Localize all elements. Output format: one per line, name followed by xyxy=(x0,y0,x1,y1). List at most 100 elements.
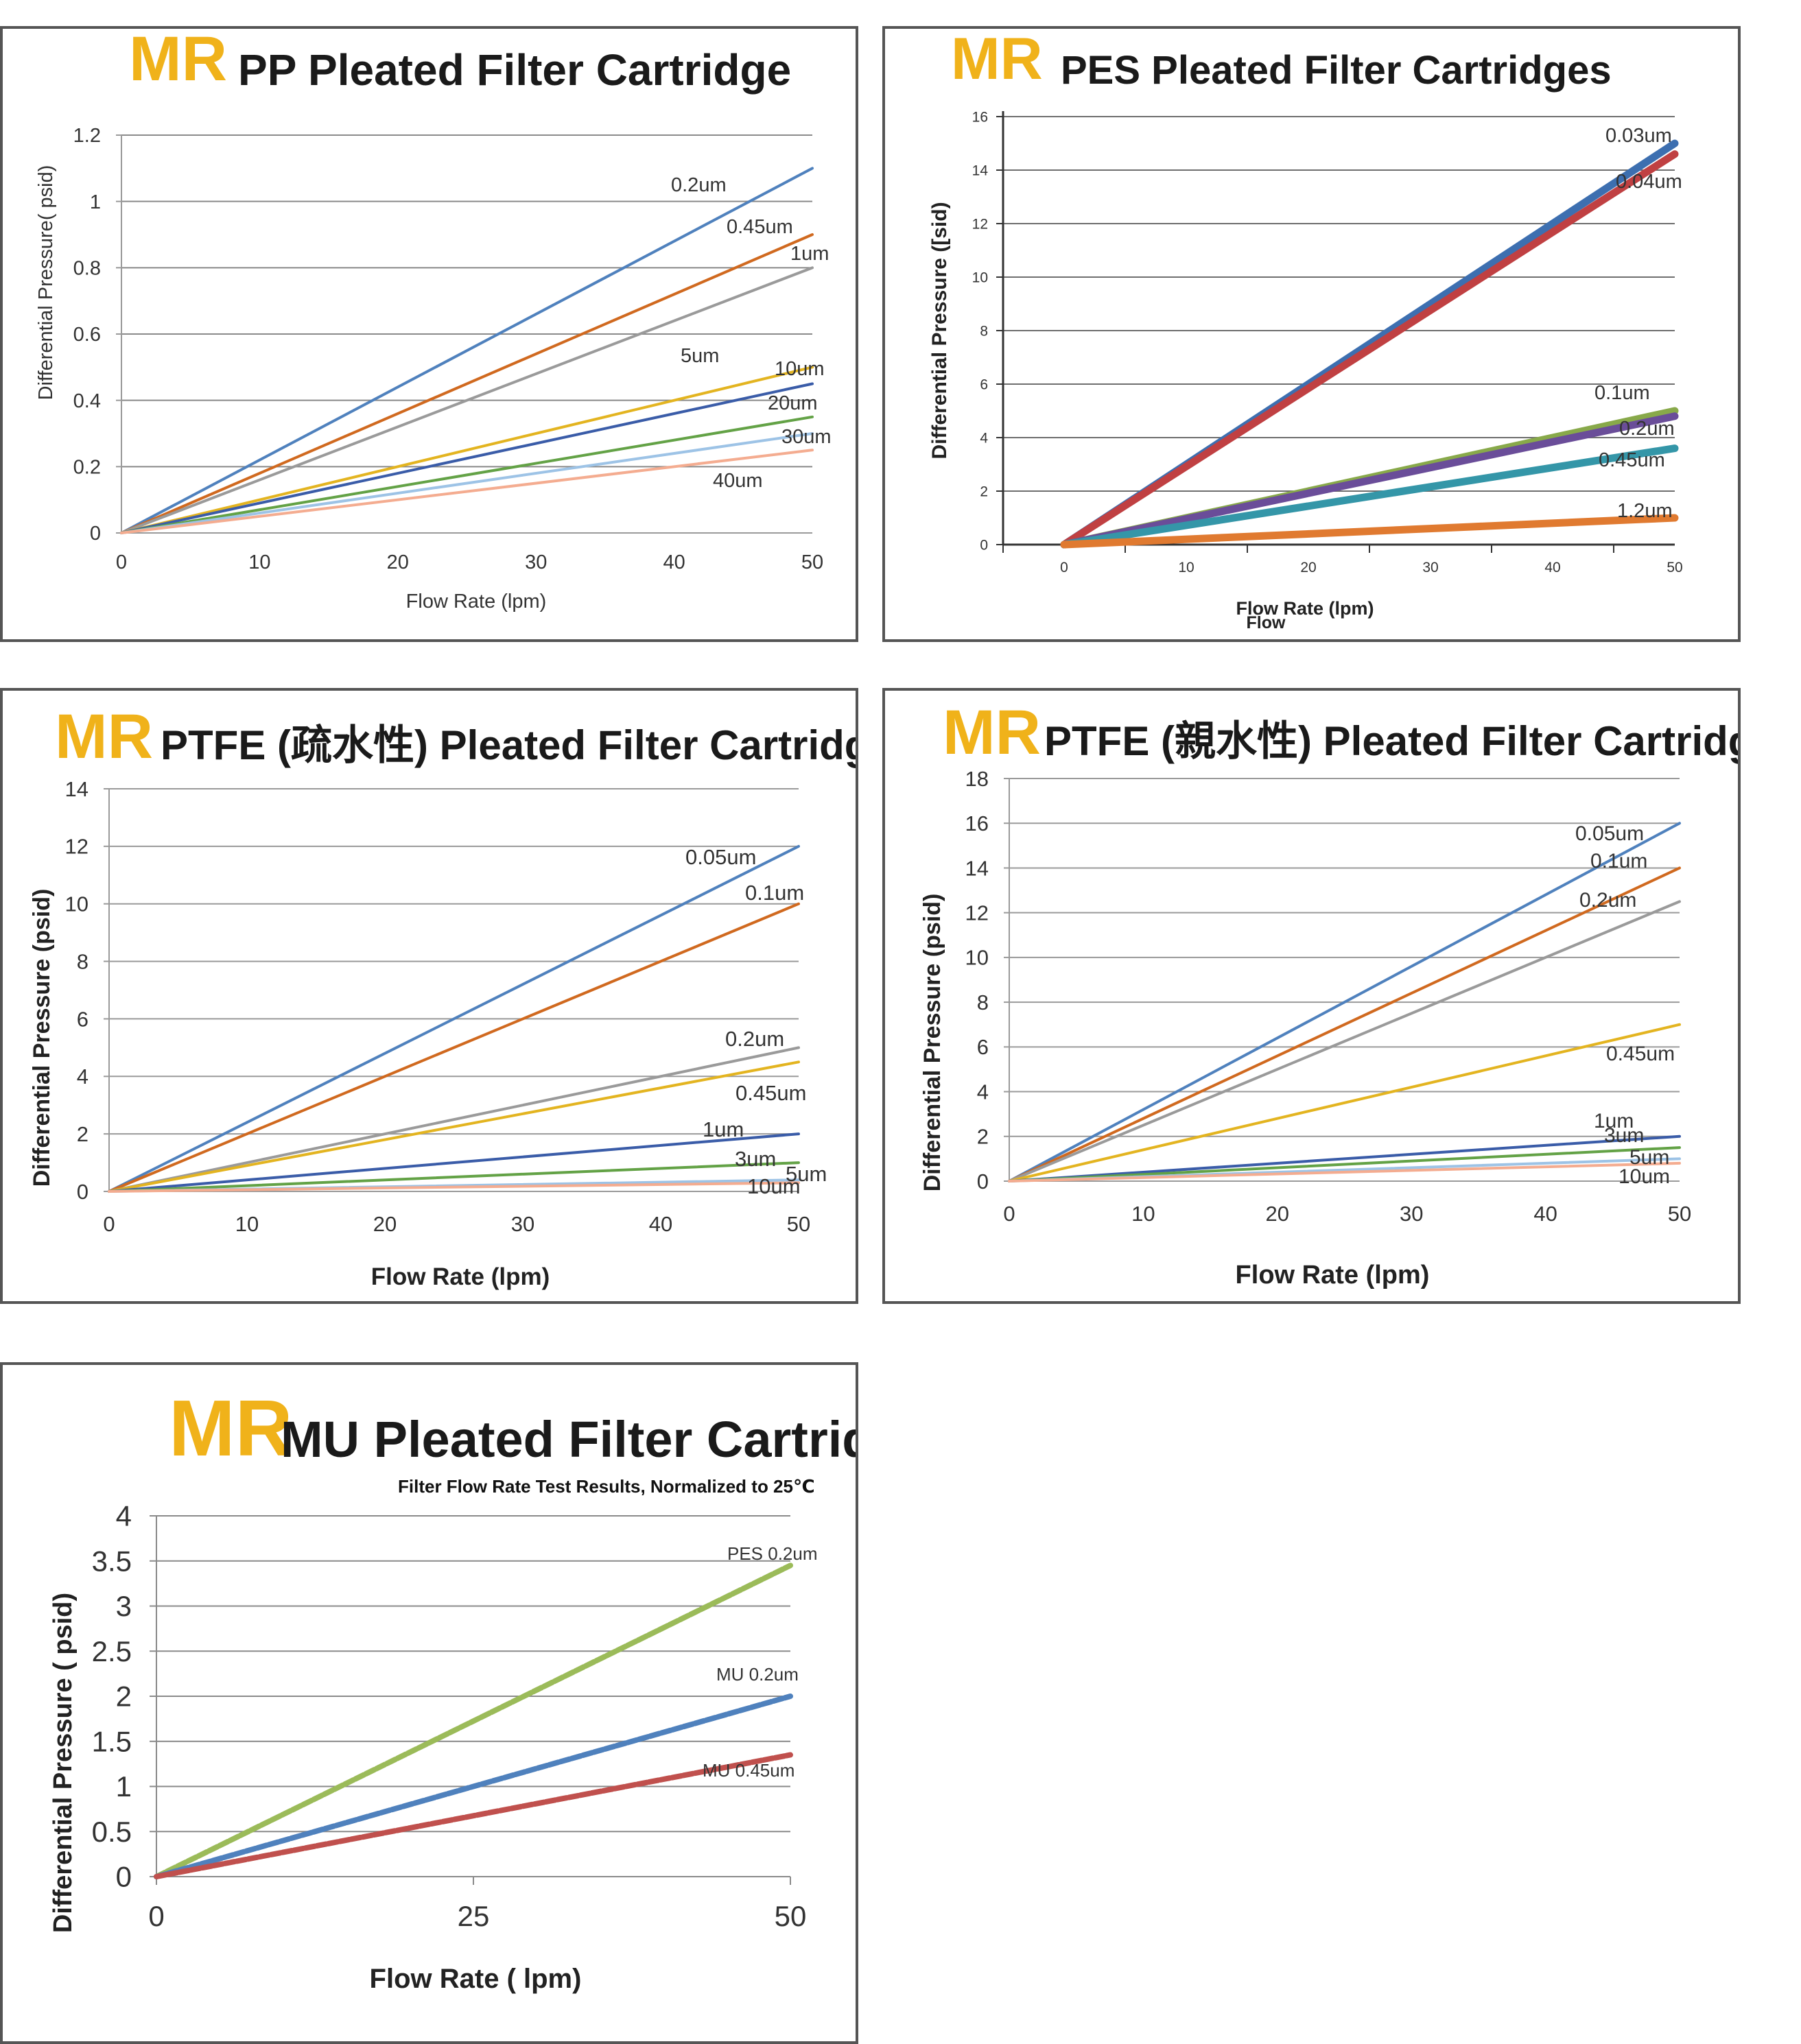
y-tick-label: 16 xyxy=(972,109,988,125)
series-label: 0.45um xyxy=(727,216,793,238)
chart-pp: MR PP Pleated Filter Cartridge 0 0.2 0.4 0.… xyxy=(35,29,832,613)
x-tick-label: 20 xyxy=(1300,560,1316,575)
y-tick-label: 0 xyxy=(90,523,101,545)
axes xyxy=(1004,778,1680,1182)
y-tick-label: 6 xyxy=(980,377,988,392)
series-line-5um xyxy=(120,366,814,534)
series-label: 0.2um xyxy=(1579,889,1636,912)
gridlines xyxy=(1003,116,1675,545)
series-label: 0.45um xyxy=(735,1081,806,1105)
x-tick-label: 40 xyxy=(649,1212,672,1236)
x-tick-label: 10 xyxy=(1131,1202,1155,1226)
series-line-1um xyxy=(120,266,814,534)
brand-logo: MR xyxy=(951,29,1043,92)
y-tick-labels: 0 2 4 6 8 10 12 14 xyxy=(65,777,89,1204)
gridlines xyxy=(109,788,799,1135)
series-label: 1.2um xyxy=(1617,500,1673,522)
series-line-10um xyxy=(120,382,814,534)
x-tick-labels: 0 10 20 30 40 50 xyxy=(1060,560,1683,575)
x-tick-label: 10 xyxy=(235,1212,259,1236)
x-axis-label-overlap: Flow xyxy=(1247,613,1286,632)
y-tick-label: 14 xyxy=(972,163,989,178)
y-tick-label: 3.5 xyxy=(92,1545,132,1577)
series-line-0.2um xyxy=(1060,412,1679,549)
series-label: 0.04um xyxy=(1616,171,1682,193)
gridlines xyxy=(156,1515,790,1833)
x-tick-label: 40 xyxy=(1544,560,1560,575)
series-label: 5um xyxy=(1629,1146,1669,1169)
chart-panel-ptfe-hydrophobic: MR PTFE (疏水性) Pleated Filter Cartridge 0… xyxy=(0,688,858,1304)
x-tick-label: 0 xyxy=(1003,1202,1015,1226)
series-label: 3um xyxy=(1604,1124,1644,1147)
series-label: 30um xyxy=(781,426,832,448)
series-line-3um xyxy=(108,1161,800,1193)
y-tick-label: 2.5 xyxy=(92,1635,132,1667)
series-lines xyxy=(1060,139,1679,549)
chart-mu: MR MU Pleated Filter Cartridge Filter Fl… xyxy=(49,1383,856,1994)
y-tick-label: 2 xyxy=(77,1122,89,1146)
series-line-1um xyxy=(108,1132,800,1193)
series-lines xyxy=(1008,822,1681,1183)
axes xyxy=(116,134,812,534)
y-tick-label: 6 xyxy=(77,1007,89,1031)
y-tick-label: 16 xyxy=(965,811,989,835)
y-tick-label: 0 xyxy=(116,1861,132,1893)
y-tick-label: 0 xyxy=(977,1169,989,1193)
y-tick-labels: 0 2 4 6 8 10 12 14 16 xyxy=(972,109,989,553)
series-line-0.2um xyxy=(108,1046,800,1193)
y-tick-label: 8 xyxy=(977,990,989,1014)
y-tick-label: 12 xyxy=(65,835,89,859)
x-axis-label: Flow Rate (lpm) xyxy=(1236,598,1374,619)
series-label: 1um xyxy=(703,1117,744,1141)
chart-panel-pp: MR PP Pleated Filter Cartridge 0 0.2 0.4 0.… xyxy=(0,26,858,642)
series-line-0.45um xyxy=(108,1060,800,1193)
series-labels: PES 0.2um MU 0.2um MU 0.45um xyxy=(703,1543,818,1781)
x-axis-label: Flow Rate (lpm) xyxy=(371,1263,550,1290)
brand-logo: MR xyxy=(129,29,227,94)
x-tick-label: 30 xyxy=(1400,1202,1423,1226)
y-tick-label: 0.2 xyxy=(73,456,101,478)
chart-panel-mu: MR MU Pleated Filter Cartridge Filter Fl… xyxy=(0,1362,858,2044)
gridlines xyxy=(121,134,812,468)
gridlines xyxy=(1009,778,1680,1137)
series-line-30um xyxy=(120,432,814,534)
series-line-20um xyxy=(120,415,814,534)
x-tick-label: 0 xyxy=(103,1212,115,1236)
x-axis-label: Flow Rate ( lpm) xyxy=(370,1964,582,1994)
y-tick-label: 0.4 xyxy=(73,390,101,412)
y-tick-label: 10 xyxy=(965,946,989,970)
x-tick-label: 10 xyxy=(1178,560,1194,575)
y-tick-label: 4 xyxy=(77,1065,89,1089)
x-tick-labels: 0 10 20 30 40 50 xyxy=(103,1212,810,1236)
y-tick-label: 0.6 xyxy=(73,324,101,346)
x-tick-label: 50 xyxy=(787,1212,810,1236)
series-label: 0.05um xyxy=(685,845,756,869)
series-line-0.05um xyxy=(108,844,800,1193)
series-line-0.04um xyxy=(1060,150,1679,549)
x-tick-labels: 0 10 20 30 40 50 xyxy=(1003,1202,1691,1226)
chart-title: PTFE (親水性) Pleated Filter Cartridge xyxy=(1044,718,1738,764)
series-line-40um xyxy=(120,449,814,534)
y-tick-label: 14 xyxy=(65,777,89,801)
series-label: MU 0.45um xyxy=(703,1760,794,1781)
series-label: 1um xyxy=(790,243,829,265)
y-axis-label: Differential Pressure ([sid) xyxy=(928,202,951,459)
x-tick-labels: 0 10 20 30 40 50 xyxy=(116,551,823,573)
y-tick-label: 0.5 xyxy=(92,1816,132,1848)
x-tick-label: 40 xyxy=(1533,1202,1557,1226)
x-tick-label: 30 xyxy=(525,551,547,573)
brand-logo: MR xyxy=(169,1383,292,1473)
series-line-0.2um xyxy=(120,167,814,534)
y-tick-labels: 0 2 4 6 8 10 12 14 16 18 xyxy=(965,767,989,1193)
series-line-mu-0.2um xyxy=(154,1694,793,1879)
series-line-0.1um xyxy=(1008,866,1681,1183)
chart-ptfe-hydrophilic: MR PTFE (親水性) Pleated Filter Cartridge 0… xyxy=(919,698,1738,1290)
y-tick-label: 6 xyxy=(977,1035,989,1059)
series-line-0.45um xyxy=(1060,444,1679,549)
y-axis-label: Differential Pressure (psid) xyxy=(29,889,55,1187)
y-tick-label: 0 xyxy=(77,1180,89,1204)
series-label: 0.1um xyxy=(1594,382,1650,404)
x-tick-label: 20 xyxy=(373,1212,397,1236)
y-axis-label: Differential Pressure ( psid) xyxy=(49,1593,78,1933)
